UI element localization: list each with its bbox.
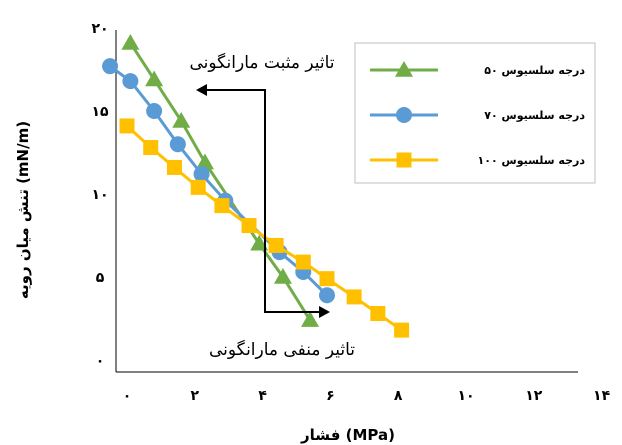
x-tick-label: ۴ (258, 388, 267, 404)
y-tick-label: ۱۵ (91, 104, 109, 120)
y-tick-label: ۰ (96, 353, 105, 369)
data-point (250, 234, 269, 251)
y-tick-label: ۵ (96, 270, 105, 286)
data-point (394, 322, 410, 338)
data-point (172, 111, 191, 128)
series-square (119, 118, 410, 338)
x-tick-label: ۱۲ (525, 388, 543, 404)
legend-label: ۵۰ درجه سلسیوس (484, 64, 585, 77)
data-point (119, 118, 135, 134)
x-tick-label: ۸ (394, 388, 403, 404)
x-tick-label: ۱۴ (593, 388, 611, 404)
positive-annotation-arrow (196, 84, 266, 230)
x-axis-title: فشار (MPa) (300, 426, 395, 444)
legend: ۵۰ درجه سلسیوس ۷۰ درجه سلسیوس ۱۰۰ درجه سلس… (354, 42, 596, 184)
y-tick-label: ۲۰ (91, 21, 108, 37)
x-tick-label: ۱۰ (457, 388, 474, 404)
positive-annotation-text: تاثیر مثبت مارانگونی (189, 52, 334, 73)
data-point (319, 271, 335, 287)
data-point (273, 268, 292, 284)
data-point (301, 311, 320, 327)
data-point (166, 159, 182, 175)
data-point (193, 166, 210, 183)
y-tick-label: ۱۰ (91, 187, 108, 203)
legend-label: ۱۰۰ درجه سلسیوس (478, 154, 586, 167)
series-triangle (121, 33, 320, 327)
legend-marker (396, 152, 412, 168)
legend-marker (395, 61, 413, 77)
negative-annotation-text: تاثیر منفی مارانگونی (209, 339, 355, 360)
data-point (214, 198, 230, 214)
y-axis-title: تنش میان رویه (mN/m) (14, 121, 32, 299)
x-tick-label: ۰ (123, 388, 132, 404)
data-point (146, 103, 163, 119)
series-layer (102, 33, 410, 338)
legend-marker (396, 107, 412, 123)
data-point (143, 140, 159, 156)
legend-label: ۷۰ درجه سلسیوس (484, 109, 585, 122)
data-point (121, 33, 140, 50)
x-tick-labels: ۰ ۲ ۴ ۶ ۸ ۱۰ ۱۲ ۱۴ (123, 388, 611, 404)
data-point (122, 73, 139, 90)
data-point (370, 306, 386, 322)
data-point (295, 254, 311, 270)
data-point (169, 136, 186, 153)
data-point (319, 287, 336, 304)
x-tick-label: ۲ (191, 388, 200, 404)
x-tick-label: ۶ (326, 388, 335, 404)
data-point (190, 179, 206, 195)
data-point (346, 289, 362, 305)
data-point (268, 237, 284, 253)
data-point (102, 58, 119, 75)
data-point (241, 218, 257, 234)
negative-annotation-arrow (264, 225, 330, 318)
data-point (145, 70, 164, 87)
y-tick-labels: ۰ ۵ ۱۰ ۱۵ ۲۰ (91, 21, 109, 369)
data-point (195, 153, 214, 170)
